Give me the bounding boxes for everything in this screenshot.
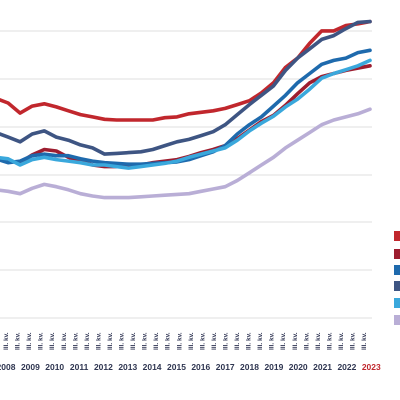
- quarter-tick-label: III. kv.: [95, 332, 102, 350]
- year-tick-label: 2012: [94, 362, 113, 372]
- year-tick-label: 2011: [70, 362, 89, 372]
- quarter-tick-label: III. kv.: [280, 332, 287, 350]
- quarter-tick-label: III. kv.: [223, 332, 230, 350]
- legend-swatch-4: [394, 281, 400, 291]
- quarter-tick-label: III. kv.: [361, 332, 368, 350]
- quarter-tick-label: III. kv.: [3, 332, 10, 350]
- quarter-tick-label: III. kv.: [26, 332, 33, 350]
- quarter-tick-label: III. kv.: [107, 332, 114, 350]
- quarter-tick-label: III. kv.: [153, 332, 160, 350]
- quarter-tick-label: III. kv.: [326, 332, 333, 350]
- legend-swatch-5: [394, 298, 400, 308]
- year-tick-label: 2014: [143, 362, 162, 372]
- series-lines: [0, 19, 372, 200]
- quarter-tick-label: III. kv.: [61, 332, 68, 350]
- year-tick-label: 2020: [289, 362, 308, 372]
- series-line-5: [0, 58, 372, 170]
- quarter-tick-label: III. kv.: [350, 332, 357, 350]
- quarter-tick-label: III. kv.: [315, 332, 322, 350]
- quarter-tick-label: III. kv.: [338, 332, 345, 350]
- legend: [394, 231, 400, 325]
- year-tick-label: 2009: [21, 362, 40, 372]
- quarter-tick-label: III. kv.: [199, 332, 206, 350]
- series-line-1: [0, 19, 372, 122]
- quarter-tick-label: III. kv.: [84, 332, 91, 350]
- quarter-tick-label: III. kv.: [292, 332, 299, 350]
- legend-swatch-1: [394, 231, 400, 241]
- quarter-tick-label: III. kv.: [165, 332, 172, 350]
- quarter-tick-label: III. kv.: [188, 332, 195, 350]
- quarter-tick-label: III. kv.: [49, 332, 56, 350]
- quarter-tick-label: III. kv.: [38, 332, 45, 350]
- year-tick-label: 2021: [313, 362, 332, 372]
- year-tick-label: 2019: [264, 362, 283, 372]
- quarter-tick-label: III. kv.: [234, 332, 241, 350]
- x-axis-ticks: III. kv. III. kv. III. kv. III. kv. III. kv.…: [0, 332, 381, 372]
- quarter-tick-label: III. kv.: [257, 332, 264, 350]
- legend-swatch-2: [394, 249, 400, 259]
- quarter-tick-label: III. kv.: [72, 332, 79, 350]
- year-tick-label: 2023: [362, 362, 381, 372]
- series-line-6: [0, 107, 372, 200]
- legend-swatch-6: [394, 315, 400, 325]
- year-tick-label: 2010: [45, 362, 64, 372]
- year-tick-label: 2015: [167, 362, 186, 372]
- quarter-tick-label: III. kv.: [119, 332, 126, 350]
- year-tick-label: 2018: [240, 362, 259, 372]
- year-tick-label: 2022: [337, 362, 356, 372]
- grid-lines: [0, 30, 372, 319]
- quarter-tick-label: III. kv.: [211, 332, 218, 350]
- year-tick-label: 2013: [118, 362, 137, 372]
- series-line-4: [0, 19, 372, 156]
- year-tick-label: 2016: [191, 362, 210, 372]
- quarter-tick-label: III. kv.: [142, 332, 149, 350]
- quarter-tick-label: III. kv.: [130, 332, 137, 350]
- quarter-tick-label: III. kv.: [303, 332, 310, 350]
- year-tick-label: 2008: [0, 362, 16, 372]
- quarter-tick-label: III. kv.: [246, 332, 253, 350]
- year-tick-label: 2017: [216, 362, 235, 372]
- quarter-tick-label: III. kv.: [269, 332, 276, 350]
- quarter-tick-label: III. kv.: [176, 332, 183, 350]
- quarter-tick-label: III. kv.: [15, 332, 22, 350]
- legend-swatch-3: [394, 265, 400, 275]
